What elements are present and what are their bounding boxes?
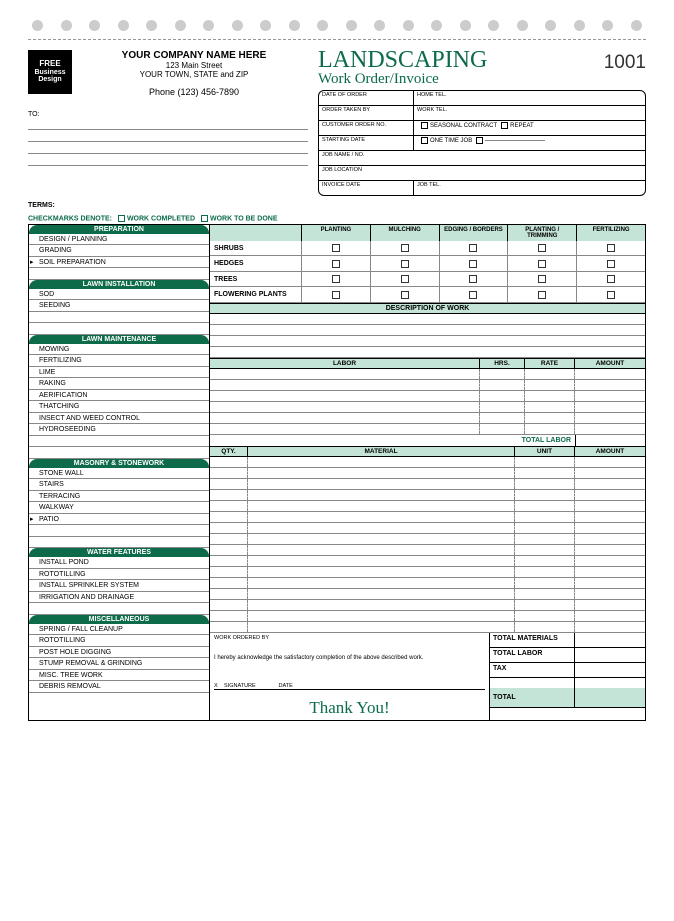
plant-checkbox[interactable] [607, 244, 615, 252]
invoice-number: 1001 [604, 50, 646, 74]
plant-checkbox[interactable] [332, 244, 340, 252]
service-item[interactable]: THATCHING [29, 401, 209, 413]
service-item[interactable]: POST HOLE DIGGING [29, 647, 209, 659]
to-block: TO: [28, 111, 308, 166]
plant-checkbox[interactable] [469, 244, 477, 252]
service-item[interactable]: FERTILIZING [29, 355, 209, 367]
service-item[interactable]: STONE WALL [29, 468, 209, 480]
service-item[interactable]: MISC. TREE WORK [29, 670, 209, 682]
service-item[interactable]: SEEDING [29, 300, 209, 312]
plant-checkbox[interactable] [538, 244, 546, 252]
right-detail-column: PLANTINGMULCHINGEDGING / BORDERSPLANTING… [210, 224, 646, 721]
terms-label: TERMS: [28, 202, 646, 209]
onetime-checkbox[interactable] [421, 137, 428, 144]
service-item[interactable]: ROTOTILLING [29, 569, 209, 581]
totals-box: TOTAL MATERIALS TOTAL LABOR TAX TOTAL [490, 633, 645, 720]
plant-checkbox[interactable] [401, 260, 409, 268]
plant-checkbox[interactable] [538, 291, 546, 299]
material-header: QTY. MATERIAL UNIT AMOUNT [210, 447, 645, 457]
service-item[interactable]: WALKWAY [29, 502, 209, 514]
service-item[interactable]: IRRIGATION AND DRAINAGE [29, 592, 209, 604]
plant-checkbox[interactable] [607, 291, 615, 299]
plant-checkbox[interactable] [538, 275, 546, 283]
plant-checkbox[interactable] [401, 291, 409, 299]
plant-checkbox[interactable] [401, 275, 409, 283]
left-services-column: PREPARATIONDESIGN / PLANNINGGRADINGSOIL … [28, 224, 210, 721]
form-title: LANDSCAPING [318, 50, 487, 72]
repeat-checkbox[interactable] [501, 122, 508, 129]
checkmarks-legend: CHECKMARKS DENOTE: WORK COMPLETED WORK T… [28, 215, 646, 222]
service-item[interactable]: SPRING / FALL CLEANUP [29, 624, 209, 636]
plant-checkbox[interactable] [469, 291, 477, 299]
logo-badge: FREEBusinessDesign [28, 50, 72, 94]
service-item[interactable]: DESIGN / PLANNING [29, 234, 209, 246]
plant-checkbox[interactable] [469, 275, 477, 283]
service-item[interactable]: SOD [29, 289, 209, 301]
thank-you: Thank You! [214, 698, 485, 718]
plant-checkbox[interactable] [469, 260, 477, 268]
plant-checkbox[interactable] [607, 275, 615, 283]
service-item[interactable]: INSTALL POND [29, 557, 209, 569]
service-item[interactable]: SOIL PREPARATION [29, 257, 209, 269]
plant-checkbox[interactable] [332, 275, 340, 283]
service-item[interactable]: MOWING [29, 344, 209, 356]
plant-checkbox[interactable] [332, 260, 340, 268]
service-item[interactable]: INSTALL SPRINKLER SYSTEM [29, 580, 209, 592]
service-item[interactable]: TERRACING [29, 491, 209, 503]
signature-area: WORK ORDERED BY I hereby acknowledge the… [210, 633, 490, 720]
plant-checkbox[interactable] [401, 244, 409, 252]
tear-line [28, 39, 646, 40]
form-subtitle: Work Order/Invoice [318, 71, 487, 88]
total-labor-row: TOTAL LABOR [210, 435, 645, 447]
plant-checkbox[interactable] [332, 291, 340, 299]
service-item[interactable]: ROTOTILLING [29, 635, 209, 647]
description-header: DESCRIPTION OF WORK [210, 303, 645, 314]
service-item[interactable]: HYDROSEEDING [29, 424, 209, 436]
service-item[interactable]: STAIRS [29, 479, 209, 491]
service-item[interactable]: PATIO [29, 514, 209, 526]
plant-checkbox[interactable] [607, 260, 615, 268]
company-info: YOUR COMPANY NAME HERE 123 Main Street Y… [80, 50, 308, 97]
seasonal-checkbox[interactable] [421, 122, 428, 129]
order-info-box: DATE OF ORDERHOME TEL. ORDER TAKEN BYWOR… [318, 90, 646, 196]
service-item[interactable]: INSECT AND WEED CONTROL [29, 413, 209, 425]
plant-checkbox[interactable] [538, 260, 546, 268]
service-item[interactable]: LIME [29, 367, 209, 379]
service-item[interactable]: AERIFICATION [29, 390, 209, 402]
service-item[interactable]: STUMP REMOVAL & GRINDING [29, 658, 209, 670]
labor-header: LABOR HRS. RATE AMOUNT [210, 358, 645, 369]
service-item[interactable]: GRADING [29, 245, 209, 257]
service-item[interactable]: RAKING [29, 378, 209, 390]
perforation-holes [28, 20, 646, 31]
service-item[interactable]: DEBRIS REMOVAL [29, 681, 209, 693]
blank-checkbox[interactable] [476, 137, 483, 144]
